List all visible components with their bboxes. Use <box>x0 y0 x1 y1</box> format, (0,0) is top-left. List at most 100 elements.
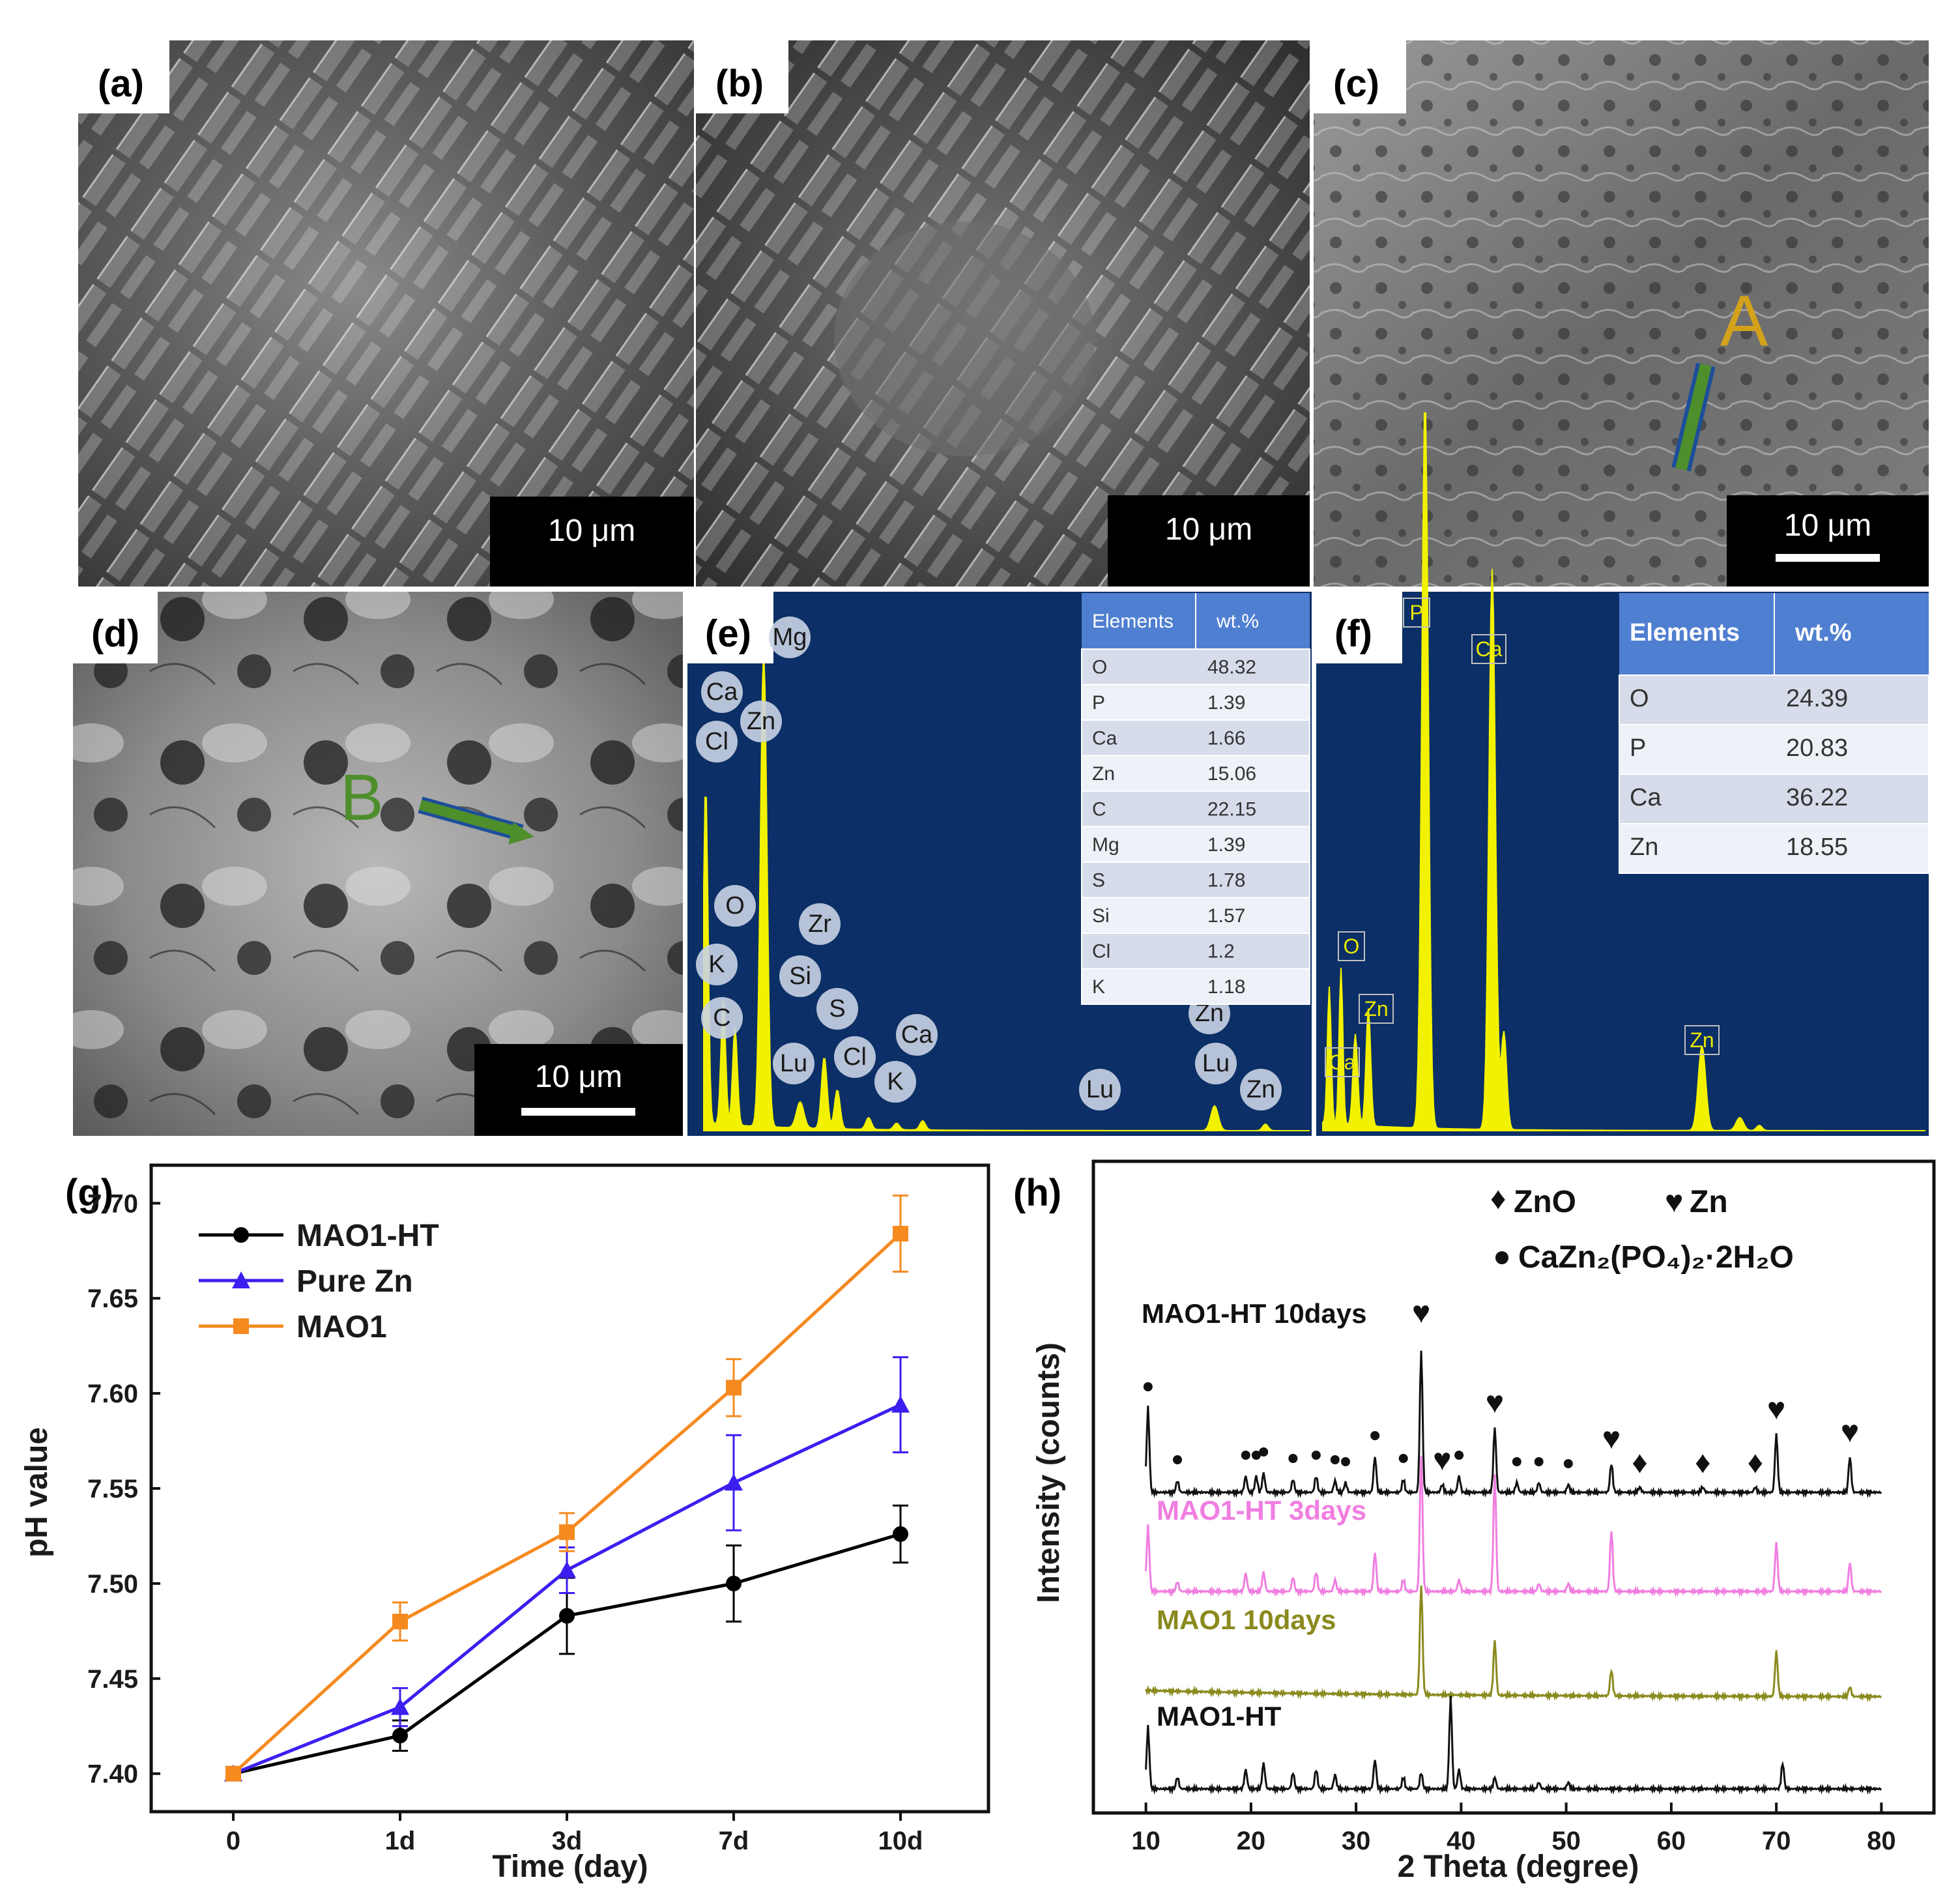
table-cell-wt: 1.78 <box>1207 869 1245 891</box>
table-cell-element: Si <box>1092 905 1110 927</box>
data-point <box>726 1380 742 1396</box>
legend-label: MAO1-HT <box>296 1219 439 1253</box>
panel-c: (c) A 10 μm <box>1314 40 1929 587</box>
panel-label-bg-b <box>696 40 788 113</box>
eds-peak-label: Cl <box>843 1043 867 1071</box>
plot-frame-g <box>149 1163 990 1814</box>
table-cell-wt: 1.66 <box>1207 727 1245 749</box>
eds-peak-label: Mg <box>773 624 807 651</box>
table-header-elements: Elements <box>1092 611 1174 632</box>
table-cell-element: K <box>1092 976 1105 998</box>
zno-icon: ♦ <box>1490 1181 1506 1216</box>
pattern-label: MAO1-HT 3days <box>1157 1495 1366 1526</box>
table-cell-wt: 24.39 <box>1786 685 1848 712</box>
phase-marker-zn: ♥ <box>1433 1443 1452 1477</box>
panel-f: (f) P Ca O Zn Ca Zn Elements wt.% O 24.39 P 20.83 C… <box>1316 412 1929 1136</box>
phase-marker-cazn <box>1534 1457 1544 1466</box>
x-tick-label: 0 <box>226 1827 240 1855</box>
data-point <box>225 1765 241 1782</box>
eds-peak-badge <box>701 997 743 1039</box>
x-tick-label: 50 <box>1551 1827 1581 1855</box>
phase-marker-cazn <box>1173 1455 1182 1464</box>
eds-spectrum-f <box>1322 412 1925 1131</box>
table-cell-wt: 48.32 <box>1207 656 1256 678</box>
eds-peak-badge <box>740 701 782 742</box>
table-cell-wt: 20.83 <box>1786 734 1848 762</box>
eds-peak-label: Zn <box>1364 997 1388 1021</box>
y-tick-label: 7.55 <box>87 1475 138 1503</box>
phase-marker-cazn <box>1241 1451 1250 1460</box>
phase-marker-cazn <box>1398 1454 1408 1463</box>
legend-label: Pure Zn <box>296 1264 413 1299</box>
scalebar-text-c: 10 μm <box>1784 508 1871 543</box>
phase-marker-zno: ♦ <box>1748 1445 1764 1480</box>
eds-peak-badge <box>701 671 743 713</box>
data-point <box>559 1608 575 1624</box>
legend-label: MAO1 <box>296 1310 387 1344</box>
table-row <box>1081 755 1310 792</box>
y-tick-label: 7.60 <box>87 1380 138 1408</box>
eds-peak-label: K <box>708 951 725 978</box>
panel-label-bg-a <box>77 40 169 113</box>
xrd-pattern <box>1145 1586 1882 1703</box>
y-tick-label: 7.45 <box>87 1665 138 1694</box>
eds-peak-label: P <box>1409 601 1423 624</box>
pattern-label: MAO1-HT <box>1157 1701 1282 1732</box>
y-axis-label-h: Intensity (counts) <box>1031 1342 1066 1603</box>
table-row <box>1081 648 1310 686</box>
eds-peak-badge <box>799 903 841 945</box>
table-cell-wt: 1.39 <box>1207 692 1245 714</box>
x-tick-label: 70 <box>1762 1827 1791 1855</box>
data-point <box>725 1473 743 1491</box>
data-point <box>893 1226 908 1242</box>
eds-peak-badge <box>896 1014 938 1056</box>
eds-peak-badge <box>834 1036 876 1078</box>
table-cell-wt: 18.55 <box>1786 834 1848 861</box>
eds-peak-label: Lu <box>1202 1050 1230 1077</box>
scalebar-text-d: 10 μm <box>535 1060 622 1094</box>
eds-peak-label: K <box>887 1068 903 1095</box>
table-row <box>1081 933 1310 970</box>
panel-h: (h) 10 20 30 40 50 60 70 80 MAO1-HT 10days MAO1-H… <box>1013 1159 1936 1884</box>
sem-center-b <box>834 222 1095 456</box>
eds-peak-label: Ca <box>1329 1051 1356 1074</box>
phase-marker-cazn <box>1512 1457 1521 1466</box>
phase-marker-zn: ♥ <box>1412 1296 1431 1330</box>
phase-marker-cazn <box>1370 1431 1380 1440</box>
table-cell-element: Zn <box>1630 834 1658 861</box>
eds-peak-badge <box>1079 1069 1121 1110</box>
eds-peak-badge <box>773 1043 814 1084</box>
x-axis-label-g: Time (day) <box>492 1849 648 1884</box>
phase-marker-zn: ♥ <box>1841 1415 1860 1449</box>
legend-label: Zn <box>1690 1185 1728 1219</box>
panel-label-d: (d) <box>91 613 139 655</box>
eds-peak-badge <box>816 988 858 1030</box>
eds-peak-box <box>1359 994 1394 1024</box>
sem-texture-a <box>78 40 694 587</box>
eds-peak-labels-f: P Ca O Zn Ca Zn <box>1325 598 1720 1077</box>
x-tick-label: 3d <box>552 1827 583 1855</box>
eds-peak-badge <box>714 885 756 927</box>
eds-peak-label: Si <box>789 963 811 990</box>
x-tick-label: 1d <box>385 1827 416 1855</box>
table-row <box>1081 862 1310 899</box>
scalebar-line-d <box>521 1108 635 1116</box>
panel-b: (b) 10 μm <box>696 40 1310 587</box>
phase-marker-cazn <box>1143 1382 1153 1391</box>
panel-label-bg-c <box>1314 40 1406 113</box>
panel-label-c: (c) <box>1333 63 1379 105</box>
table-cell-element: Cl <box>1092 940 1110 962</box>
eds-peak-label: O <box>1344 935 1360 958</box>
phase-marker-cazn <box>1259 1447 1269 1457</box>
data-point <box>891 1395 910 1413</box>
panel-label-bg-e <box>687 592 773 663</box>
x-tick-label: 10d <box>878 1827 923 1855</box>
marker-b: B <box>340 761 384 834</box>
eds-peak-label: Zn <box>1690 1028 1714 1052</box>
x-tick-label: 7d <box>719 1827 749 1855</box>
eds-peak-label: Lu <box>780 1050 807 1077</box>
scalebar-box-c <box>1727 495 1929 587</box>
x-tick-label: 60 <box>1657 1827 1686 1855</box>
data-point <box>558 1561 576 1578</box>
